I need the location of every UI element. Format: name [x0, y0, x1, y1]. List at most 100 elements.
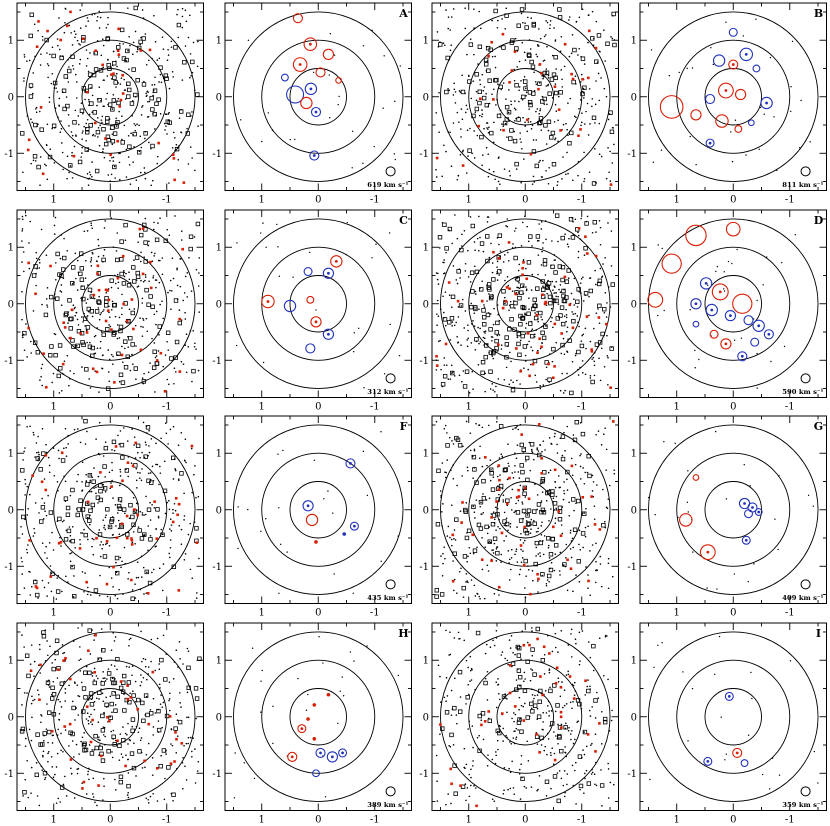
- member-square: [112, 75, 117, 80]
- member-square: [542, 70, 548, 76]
- member-square: [470, 223, 476, 228]
- galaxy-dot: [158, 483, 160, 486]
- galaxy-dot: [161, 299, 163, 302]
- galaxy-dot: [140, 260, 142, 262]
- member-square: [597, 303, 602, 308]
- galaxy-dot: [135, 377, 137, 380]
- galaxy-dot: [135, 467, 138, 470]
- galaxy-dot: [40, 713, 42, 716]
- radius-circle: [289, 274, 347, 332]
- member-square: [488, 349, 494, 355]
- galaxy-dot: [157, 516, 160, 519]
- galaxy-dot: [86, 118, 89, 121]
- galaxy-dot: [116, 65, 118, 68]
- x-tick-label: 0: [522, 401, 528, 412]
- member-square: [83, 670, 88, 675]
- galaxy-dot: [150, 660, 152, 662]
- galaxy-dot: [439, 490, 442, 492]
- galaxy-dot: [539, 384, 541, 387]
- galaxy-dot: [511, 759, 513, 762]
- galaxy-dot: [87, 184, 90, 187]
- galaxy-dot: [555, 734, 557, 737]
- galaxy-dot: [545, 68, 548, 70]
- galaxy-dot: [22, 336, 24, 338]
- member-square: [489, 130, 494, 136]
- galaxy-dot: [182, 787, 184, 790]
- galaxy-dot: [479, 236, 481, 238]
- galaxy-dot: [317, 635, 320, 637]
- y-tick-label: 0: [423, 712, 429, 723]
- galaxy-dot: [98, 739, 101, 741]
- red-galaxy-point: [590, 349, 594, 353]
- velocity-scale-circle: [385, 579, 396, 590]
- galaxy-dot: [483, 597, 486, 600]
- galaxy-dot: [127, 722, 129, 724]
- member-square: [44, 37, 49, 43]
- galaxy-dot: [33, 434, 35, 436]
- x-tick-label: 1: [51, 195, 57, 206]
- galaxy-dot: [111, 133, 114, 135]
- galaxy-dot: [584, 471, 586, 474]
- galaxy-dot: [41, 384, 43, 386]
- galaxy-dot: [552, 762, 555, 765]
- red-galaxy-point: [59, 38, 62, 42]
- galaxy-dot: [397, 674, 399, 676]
- galaxy-dot: [108, 379, 111, 382]
- galaxy-dot: [754, 18, 757, 20]
- red-galaxy-point: [151, 670, 155, 673]
- galaxy-dot: [174, 509, 177, 512]
- galaxy-dot: [478, 424, 480, 427]
- galaxy-dot: [197, 369, 200, 371]
- member-square: [82, 741, 87, 746]
- galaxy-dot: [279, 543, 281, 546]
- member-square: [494, 345, 499, 350]
- galaxy-dot: [453, 88, 456, 91]
- galaxy-dot: [175, 712, 178, 715]
- galaxy-dot: [435, 754, 438, 756]
- galaxy-dot: [579, 237, 582, 240]
- member-square: [173, 354, 178, 360]
- galaxy-dot: [452, 8, 455, 10]
- galaxy-dot: [442, 503, 444, 505]
- galaxy-dot: [35, 761, 38, 764]
- member-square: [125, 532, 130, 537]
- galaxy-dot: [520, 12, 523, 15]
- member-square: [519, 7, 525, 12]
- galaxy-dot: [56, 38, 59, 40]
- galaxy-dot: [493, 121, 495, 124]
- member-square: [570, 234, 576, 240]
- red-galaxy-point: [159, 351, 163, 354]
- member-square: [133, 5, 138, 11]
- galaxy-dot: [87, 722, 90, 724]
- galaxy-dot: [691, 551, 694, 553]
- background-dots: [239, 29, 401, 169]
- galaxy-dot: [605, 315, 608, 318]
- x-tick-label: 0: [315, 814, 321, 825]
- member-square: [516, 23, 521, 28]
- galaxy-dot: [475, 499, 478, 501]
- galaxy-dot: [553, 27, 555, 29]
- radius-circle: [232, 218, 403, 389]
- member-square: [479, 286, 484, 292]
- galaxy-dot: [130, 132, 132, 135]
- galaxy-dot: [132, 41, 135, 44]
- galaxy-dot: [62, 168, 64, 171]
- galaxy-dot: [577, 368, 579, 370]
- galaxy-dot: [99, 346, 102, 349]
- galaxy-dot: [514, 553, 516, 556]
- galaxy-dot: [540, 129, 543, 131]
- member-square: [526, 521, 532, 526]
- member-square: [494, 329, 499, 335]
- galaxy-dot: [554, 481, 557, 483]
- member-square: [119, 271, 124, 276]
- panel-letter-label: D: [813, 214, 823, 227]
- velocity-scale-label: 389 km s⁻¹: [367, 801, 408, 809]
- member-square: [497, 232, 503, 238]
- galaxy-dot: [562, 706, 564, 708]
- galaxy-dot: [56, 481, 59, 483]
- galaxy-dot: [549, 20, 552, 22]
- galaxy-dot: [140, 555, 143, 558]
- galaxy-dot: [534, 311, 536, 314]
- galaxy-dot: [608, 484, 611, 487]
